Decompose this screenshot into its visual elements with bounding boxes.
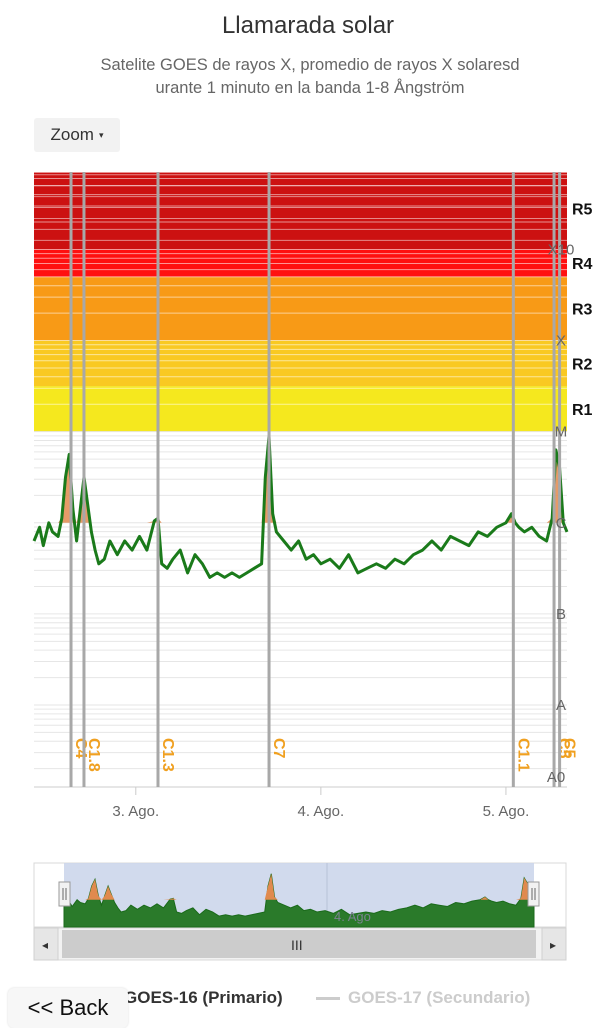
scrollbar[interactable]: ◂ III ▸	[33, 927, 567, 961]
caret-down-icon: ▾	[98, 129, 104, 140]
class-label: X10	[548, 241, 575, 258]
flare-marker-label: C7	[270, 738, 287, 759]
subtitle-line-1: Satelite GOES de rayos X, promedio de ra…	[100, 56, 520, 74]
zoom-label: Zoom	[50, 125, 94, 144]
series-layer	[32, 434, 569, 579]
r-label-r5: R5	[572, 201, 593, 218]
navigator[interactable]: 4. Ago ◂ III ▸	[0, 855, 616, 965]
scroll-right-button[interactable]	[541, 927, 567, 961]
r-label-r4: R4	[572, 256, 593, 273]
navigator-left-handle[interactable]	[58, 881, 71, 907]
band-r2	[34, 340, 567, 387]
class-label: M	[555, 424, 568, 441]
flare-marker-label: C5	[561, 738, 578, 759]
flare-marker-label: C1.3	[159, 738, 176, 772]
legend-item-primary[interactable]: GOES-16 (Primario)	[124, 988, 283, 1008]
navigator-right-handle[interactable]	[527, 881, 540, 907]
zoom-button[interactable]: Zoom ▾	[34, 118, 120, 152]
class-label: X	[556, 333, 566, 350]
legend-primary-label: GOES-16 (Primario)	[124, 988, 283, 1007]
chart-title: Llamarada solar	[221, 12, 395, 39]
r-label-r3: R3	[572, 302, 593, 319]
scroll-right-arrow-icon: ▸	[550, 938, 556, 952]
flare-marker-label: C1.1	[514, 738, 531, 772]
band-r1	[34, 386, 567, 432]
class-label: C	[556, 515, 567, 532]
class-label-bottom: A0	[547, 769, 565, 786]
navigator-x-label: 4. Ago	[334, 909, 371, 924]
x-axis: 3. Ago. 4. Ago. 5. Ago.	[112, 787, 529, 820]
scroll-left-arrow-icon: ◂	[42, 938, 48, 952]
r-label-r2: R2	[572, 356, 593, 373]
scroll-grip-icon: III	[291, 937, 303, 953]
legend-secondary-label: GOES-17 (Secundario)	[348, 988, 531, 1007]
x-tick-label: 4. Ago.	[297, 803, 344, 820]
radio-blackout-bands	[34, 172, 567, 432]
x-tick-label: 5. Ago.	[483, 803, 530, 820]
scroll-left-button[interactable]	[33, 927, 59, 961]
class-label: B	[556, 606, 566, 623]
flare-marker-label: C1.8	[85, 738, 102, 772]
series-line-goes-16	[32, 434, 569, 579]
r-label-r1: R1	[572, 402, 593, 419]
chart-subtitle: Satelite GOES de rayos X, promedio de ra…	[60, 54, 560, 100]
class-label: A	[556, 697, 566, 714]
band-r5	[34, 172, 567, 250]
x-tick-label: 3. Ago.	[112, 803, 159, 820]
class-labels: A B C M X X10 A0	[547, 241, 575, 786]
band-r3	[34, 276, 567, 341]
grid-lines	[34, 431, 567, 788]
scrollbar-thumb[interactable]	[62, 930, 536, 958]
back-label: << Back	[27, 995, 109, 1020]
subtitle-line-2: urante 1 minuto en la banda 1-8 Ångström	[155, 79, 465, 97]
back-button[interactable]: << Back	[8, 988, 128, 1028]
legend-item-secondary[interactable]: GOES-17 (Secundario)	[316, 988, 530, 1008]
r-scale-labels: R1 R2 R3 R4 R5	[572, 201, 593, 418]
band-stripes	[34, 171, 567, 405]
legend: GOES-16 (Primario) GOES-17 (Secundario)	[0, 988, 616, 1012]
legend-line-icon	[316, 997, 340, 1001]
